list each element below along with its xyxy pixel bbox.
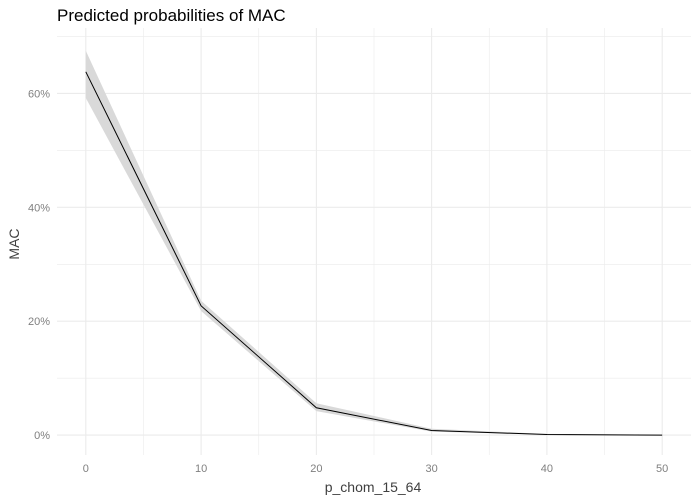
x-tick-label: 0: [83, 463, 89, 475]
x-tick-label: 40: [541, 463, 553, 475]
x-tick-label: 20: [310, 463, 322, 475]
prediction-line-layer: [85, 71, 663, 436]
y-tick-label: 20%: [28, 316, 50, 328]
prediction-line: [85, 71, 663, 436]
x-tick-labels: 0 10 20 30 40 50: [83, 463, 669, 475]
y-tick-label: 0%: [34, 430, 50, 442]
y-tick-label: 40%: [28, 202, 50, 214]
chart-title: Predicted probabilities of MAC: [57, 6, 286, 25]
x-tick-label: 10: [195, 463, 207, 475]
y-tick-labels: 0% 20% 40% 60%: [28, 88, 50, 442]
x-tick-label: 50: [656, 463, 668, 475]
y-tick-label: 60%: [28, 88, 50, 100]
y-axis-title: MAC: [6, 228, 22, 259]
x-tick-label: 30: [426, 463, 438, 475]
x-axis-title: p_chom_15_64: [325, 479, 422, 495]
minor-gridlines: [57, 28, 691, 455]
